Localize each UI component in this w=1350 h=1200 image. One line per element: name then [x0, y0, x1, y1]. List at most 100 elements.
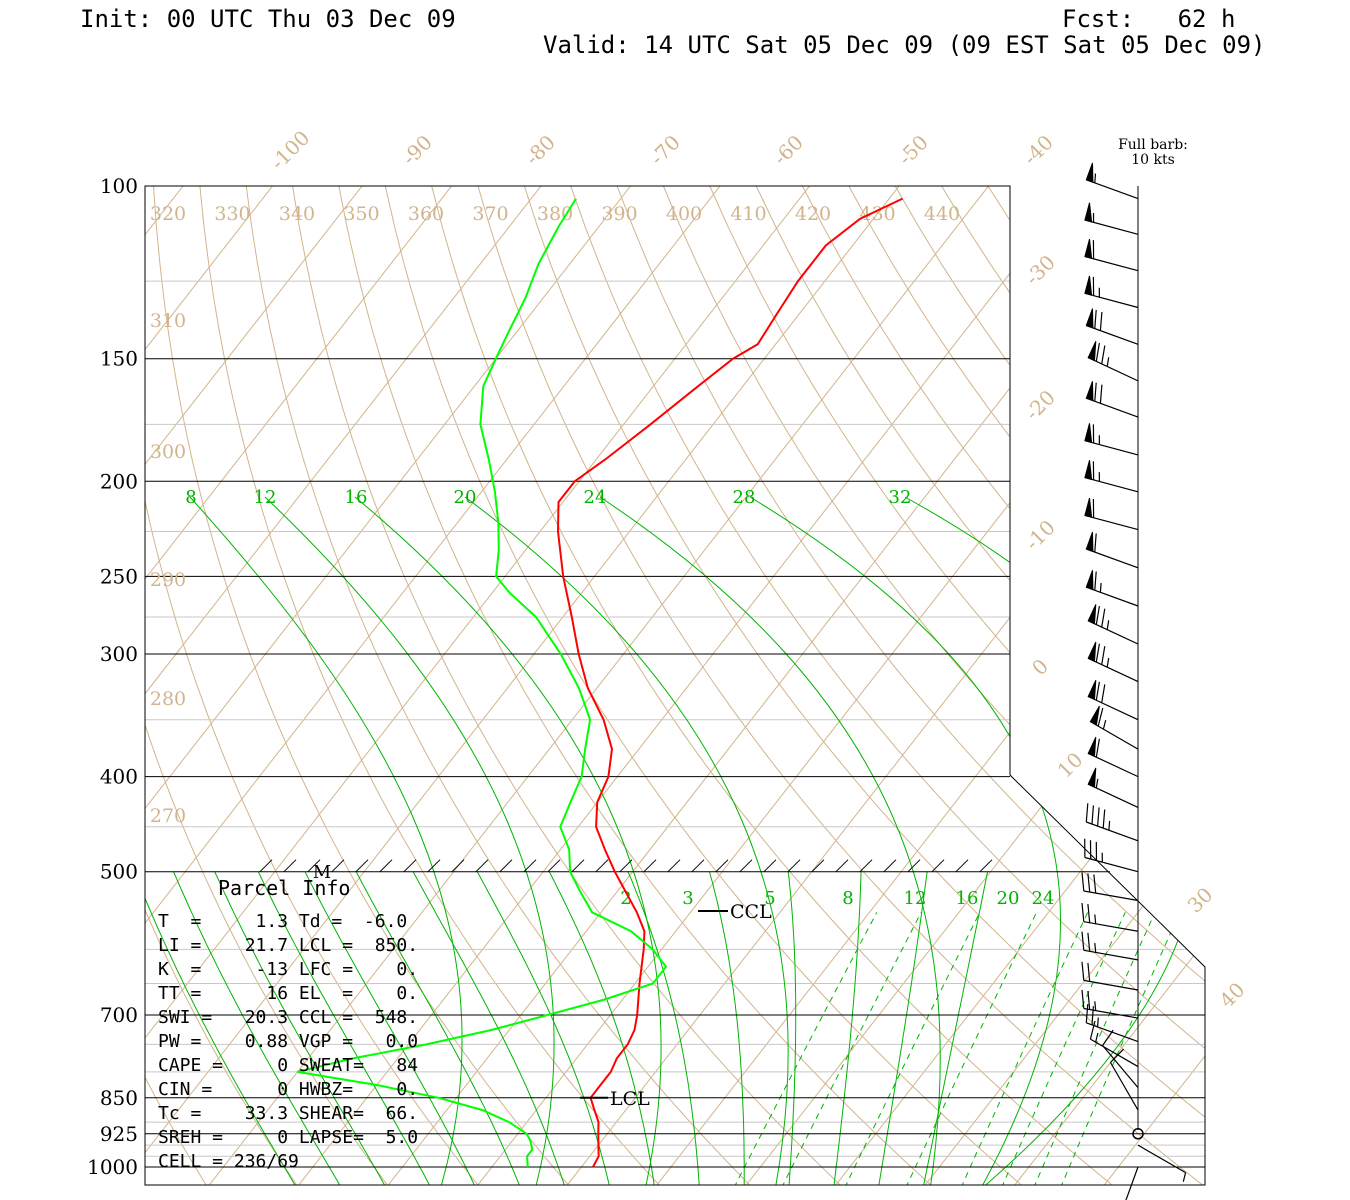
pressure-tick-label: 150	[100, 347, 138, 371]
moist-adiabat	[627, 871, 700, 1185]
ccl-label: CCL	[730, 901, 772, 923]
parcel-info-line: SREH = 0 LAPSE= 5.0	[158, 1127, 419, 1148]
wind-barb	[1086, 179, 1139, 200]
mixing-ratio-label: 28	[733, 487, 756, 508]
hatch-mark	[571, 859, 585, 873]
dry-adiabat	[570, 186, 1205, 1185]
pressure-tick-label: 700	[100, 1003, 138, 1027]
parcel-info-line: T = 1.3 Td = -6.0	[158, 911, 408, 932]
dry-adiabat	[145, 186, 481, 1185]
hatch-mark	[979, 859, 993, 873]
mixing-ratio-line	[905, 912, 1038, 1185]
isotherm	[206, 186, 1006, 1185]
isotherm	[145, 186, 559, 1185]
wind-barb-feather	[1081, 961, 1085, 981]
wind-barb-feather	[1081, 989, 1085, 1009]
theta-label: 340	[279, 203, 315, 225]
hatch-mark	[547, 859, 561, 873]
wind-barb-flag	[1087, 736, 1097, 758]
dry-adiabat	[245, 186, 753, 1185]
wind-barb	[1087, 695, 1139, 721]
dry-adiabat	[848, 186, 1205, 1185]
isotherm-label: -60	[768, 130, 808, 170]
wind-barb-feather	[1095, 606, 1100, 625]
parcel-info-line: CELL = 236/69	[158, 1151, 299, 1172]
isotherm-label: 0	[1027, 654, 1053, 680]
dry-adiabat	[153, 186, 572, 1185]
isotherm	[145, 186, 738, 1185]
isotherm-label: -20	[1020, 385, 1060, 425]
wind-barb-feather	[1095, 643, 1100, 663]
wind-barb-feather	[1081, 903, 1085, 922]
pressure-tick-label: 100	[100, 174, 138, 198]
isotherm-label: 30	[1183, 883, 1218, 918]
wind-barb-feather	[1095, 681, 1100, 701]
wind-barb	[1083, 1007, 1139, 1019]
wind-barb-feather	[1087, 904, 1091, 923]
wind-barb-feather	[1102, 1029, 1114, 1046]
wind-barb-feather	[1097, 807, 1100, 827]
wind-barb	[1125, 1166, 1139, 1200]
hatch-mark	[283, 859, 297, 873]
isotherm	[145, 186, 290, 1185]
wind-barb-feather	[1094, 533, 1097, 553]
hatch-mark	[451, 859, 465, 873]
wind-barb-half-feather	[1094, 173, 1097, 183]
hatch-mark	[355, 859, 369, 873]
isotherm-label: -30	[1020, 250, 1060, 290]
wind-barb	[1102, 1045, 1139, 1089]
isotherm	[1012, 186, 1205, 1185]
mixing-ratio-label: 24	[584, 487, 607, 508]
wind-barb	[1084, 440, 1139, 456]
isotherm-label: -10	[1020, 515, 1060, 555]
wind-barb-feather	[1099, 311, 1103, 331]
theta-label: 300	[150, 441, 186, 463]
isotherm	[1101, 186, 1205, 1185]
mixing-ratio-label: 20	[454, 487, 477, 508]
wind-barb-half-feather	[1108, 820, 1111, 831]
isotherm	[0, 164, 111, 1188]
hatch-mark	[475, 859, 489, 873]
upper-isohume	[464, 496, 789, 1185]
wind-barb-half-feather	[1094, 943, 1097, 953]
wind-barb-feather	[1087, 873, 1091, 893]
isotherm	[296, 186, 1096, 1185]
wind-barb	[1084, 219, 1139, 235]
parcel-info-line: CAPE = 0 SWEAT= 84	[158, 1055, 419, 1076]
moist-adiabat	[476, 871, 611, 1185]
wind-barb-flag	[1084, 202, 1093, 223]
pressure-tick-label: 200	[100, 469, 138, 493]
wind-barb	[1084, 514, 1139, 531]
wind-barb-half-feather	[1106, 657, 1110, 668]
mixing-ratio-line	[844, 912, 981, 1185]
wind-barb-feather	[1099, 384, 1103, 404]
dry-adiabat	[338, 186, 935, 1185]
barb-legend-line1: Full barb:	[1118, 137, 1188, 153]
hatch-mark	[955, 859, 969, 873]
hatch-mark	[667, 859, 681, 873]
wind-barb-feather	[1110, 1048, 1125, 1063]
wind-barb-half-feather	[1106, 357, 1110, 367]
wind-barb	[1087, 752, 1139, 778]
wind-barb-flag	[1087, 679, 1097, 701]
wind-barb-feather	[1087, 962, 1091, 982]
wind-barb-flag	[1085, 531, 1094, 553]
lcl-label: LCL	[610, 1088, 650, 1110]
wind-barb-feather	[1097, 707, 1104, 727]
mixing-ratio-label: 12	[254, 487, 277, 508]
wind-barb	[1084, 292, 1139, 309]
wind-barb-feather	[1095, 738, 1100, 758]
isotherm-label: -40	[1018, 130, 1058, 170]
wind-barb-flag	[1085, 308, 1094, 329]
wind-barb	[1087, 357, 1139, 382]
moist-adiabat	[548, 871, 656, 1185]
theta-label: 390	[601, 203, 637, 225]
isotherm-label: 10	[1053, 748, 1088, 783]
mixing-ratio-label: 5	[764, 888, 775, 909]
pressure-tick-label: 300	[100, 642, 138, 666]
wind-barb-half-feather	[1182, 1172, 1187, 1182]
theta-label: 420	[795, 203, 831, 225]
wind-barb-half-feather	[1099, 582, 1102, 593]
dry-adiabat	[145, 186, 390, 1185]
wind-barb	[1109, 1062, 1139, 1111]
